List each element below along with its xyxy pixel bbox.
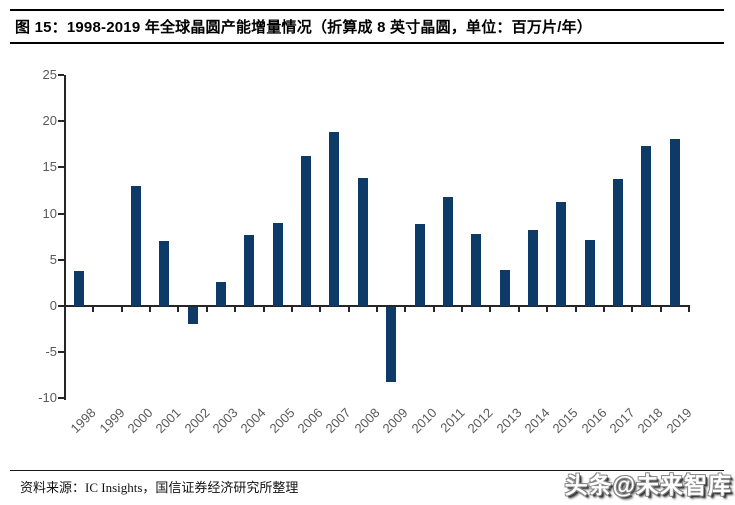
y-axis-tick (58, 166, 64, 169)
x-axis-label-2017: 2017 (606, 405, 638, 437)
bar-2008 (357, 177, 368, 306)
bar-2019 (669, 138, 680, 306)
y-axis-tick (58, 258, 64, 261)
x-axis-tick (461, 307, 464, 312)
bar-2000 (130, 185, 141, 306)
x-axis-label-2016: 2016 (578, 405, 610, 437)
bar-2016 (584, 239, 595, 306)
bar-2017 (613, 179, 624, 306)
x-axis-label-2018: 2018 (635, 405, 667, 437)
bar-2011 (442, 197, 453, 306)
bar-2002 (187, 307, 198, 324)
x-axis-label-2002: 2002 (181, 405, 213, 437)
x-axis-label-2001: 2001 (152, 405, 184, 437)
bar-2018 (641, 146, 652, 306)
x-axis-label-2007: 2007 (323, 405, 355, 437)
x-axis-label-2010: 2010 (408, 405, 440, 437)
x-axis-tick (574, 307, 577, 312)
x-axis-tick (120, 307, 123, 312)
y-axis-tick (58, 305, 64, 307)
x-axis-label-2012: 2012 (464, 405, 496, 437)
x-axis-tick (64, 307, 66, 312)
x-axis-tick (290, 307, 293, 312)
y-axis-line (64, 75, 66, 401)
x-axis-tick (177, 307, 180, 312)
x-axis-label-2014: 2014 (521, 405, 553, 437)
y-axis-label: 15 (42, 159, 57, 175)
x-axis-tick (688, 307, 690, 312)
x-axis-label-2005: 2005 (266, 405, 298, 437)
x-axis-label-2019: 2019 (663, 405, 695, 437)
x-axis-tick (262, 307, 265, 312)
data-source-note: 资料来源：IC Insights，国信证券经济研究所整理 (20, 480, 299, 495)
bar-2001 (159, 241, 170, 306)
bar-2005 (272, 222, 283, 306)
bar-2009 (386, 307, 397, 382)
bar-2010 (414, 223, 425, 306)
x-axis-label-2000: 2000 (124, 405, 156, 437)
footer-rule (10, 470, 724, 471)
x-axis-tick (205, 307, 208, 312)
bar-2004 (244, 234, 255, 306)
bar-2015 (556, 201, 567, 306)
bar-2014 (528, 230, 538, 306)
bar-2006 (301, 156, 312, 306)
x-axis-line (64, 305, 690, 307)
y-axis-tick (58, 351, 64, 354)
x-axis-tick (517, 307, 520, 312)
x-axis-tick (602, 307, 605, 312)
bar-2007 (329, 132, 340, 306)
x-axis-tick (376, 307, 378, 312)
y-axis-label: 25 (42, 67, 57, 83)
x-axis-tick (659, 307, 662, 312)
x-axis-label-2008: 2008 (351, 405, 383, 437)
watermark-label: 头条@未来智库 (564, 472, 732, 498)
y-axis-tick (58, 74, 64, 77)
bar-2013 (499, 269, 510, 306)
x-axis-tick (319, 307, 322, 312)
x-axis-tick (149, 307, 152, 312)
y-axis-label: 20 (42, 113, 57, 129)
top-rule (10, 9, 724, 11)
y-axis-label: -10 (38, 390, 57, 406)
x-axis-tick (546, 307, 549, 312)
x-axis-tick (234, 307, 237, 312)
x-axis-label-1998: 1998 (67, 405, 99, 437)
x-axis-label-2004: 2004 (237, 405, 269, 437)
x-axis-label-2013: 2013 (493, 405, 525, 437)
x-axis-tick (489, 307, 492, 312)
y-axis-label: 0 (49, 298, 57, 313)
y-axis-tick (58, 397, 64, 400)
bar-1998 (74, 270, 85, 306)
y-axis-label: -5 (45, 344, 57, 360)
x-axis-tick (432, 307, 435, 312)
title-underline-rule (10, 42, 724, 44)
wafer-capacity-bar-chart: 25 20 15 10 5 0 -5 -10 1998 1999 2000 2001 2002 2003 2… (38, 67, 695, 437)
y-axis-tick (58, 212, 64, 215)
x-axis-label-1999: 1999 (96, 405, 128, 437)
bar-2012 (471, 233, 482, 306)
y-axis-label: 5 (49, 251, 57, 267)
x-axis-label-2006: 2006 (294, 405, 326, 437)
x-axis-tick (404, 307, 407, 312)
x-axis-label-2009: 2009 (379, 405, 411, 437)
y-axis-tick (58, 120, 64, 123)
x-axis-tick (92, 307, 95, 312)
x-axis-label-2003: 2003 (209, 405, 241, 437)
x-axis-tick (347, 307, 350, 312)
x-axis-tick (631, 307, 634, 312)
y-axis-label: 10 (42, 205, 57, 221)
figure-title: 图 15：1998-2019 年全球晶圆产能增量情况（折算成 8 英寸晶圆，单位… (15, 19, 593, 36)
x-axis-label-2015: 2015 (549, 405, 581, 437)
bar-2003 (216, 281, 226, 306)
x-axis-label-2011: 2011 (437, 405, 468, 436)
